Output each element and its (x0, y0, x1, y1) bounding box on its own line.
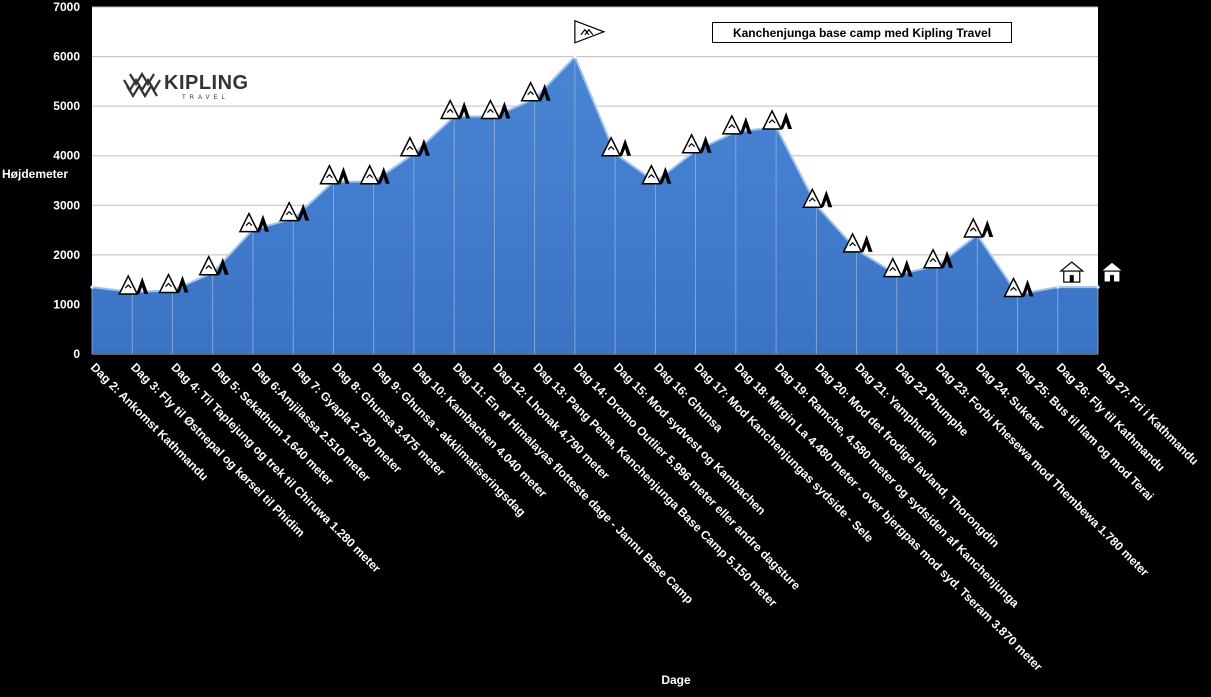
house-icon (1059, 261, 1085, 283)
kipling-logo: KIPLING TRAVEL (122, 70, 248, 106)
tent-icon (198, 255, 229, 276)
tent-icon (721, 114, 752, 135)
kipling-logo-icon (123, 71, 161, 99)
tent-icon (399, 136, 430, 157)
tent-icon (1003, 276, 1034, 298)
y-tick-label: 7000 (53, 0, 80, 14)
tent-icon (238, 211, 269, 233)
tent-icon (842, 232, 873, 253)
x-axis-title: Dage (661, 673, 691, 687)
tent-icon (520, 81, 551, 102)
tent-icon (802, 187, 833, 209)
camp-markers (118, 19, 1125, 298)
y-tick-label: 2000 (53, 248, 80, 262)
y-tick-label: 1000 (53, 297, 80, 311)
tent-icon (359, 164, 390, 185)
y-tick-label: 6000 (53, 50, 80, 64)
tent-icon (761, 109, 793, 130)
summit-flag-icon (573, 19, 606, 58)
chart-title: Kanchenjunga base camp med Kipling Trave… (712, 22, 1012, 43)
tent-icon (922, 248, 954, 269)
tent-icon (681, 133, 712, 154)
tent-icon (480, 98, 511, 120)
y-tick-label: 0 (73, 347, 80, 361)
tent-icon (319, 164, 350, 185)
tent-icon (158, 272, 189, 294)
tent-icon (439, 98, 471, 120)
x-tick-label: Dag 20: Mod det frodige lavland, Thorong… (812, 360, 1002, 550)
x-tick-label: Dag 15: Mod sydvest og Kambachen (611, 360, 768, 517)
y-tick-label: 3000 (53, 198, 80, 212)
tent-icon (278, 200, 310, 222)
y-tick-label: 4000 (53, 149, 80, 163)
data-point (90, 285, 94, 289)
tent-icon (882, 257, 913, 278)
tent-icon (963, 217, 994, 238)
elevation-fill (92, 56, 1098, 354)
house-icon (1099, 261, 1125, 283)
tent-icon (600, 136, 632, 157)
data-point (1096, 285, 1100, 289)
x-tick-label: Dag 22 Phumphe (893, 360, 972, 439)
y-tick-label: 5000 (53, 99, 80, 113)
data-point (1056, 285, 1060, 289)
x-tick-label: Dag 16: Ghunsa (651, 360, 726, 435)
tent-icon (118, 274, 149, 295)
y-axis-title: Højdemeter (2, 167, 68, 181)
tent-icon (641, 164, 672, 185)
x-tick-label: Dag 24: Suketar (973, 360, 1047, 434)
y-axis-ticks: 0 1000 2000 3000 4000 5000 6000 7000 (53, 0, 80, 361)
x-tick-label: Dag 18: Mirgin La 4.480 meter - over bje… (732, 360, 1046, 674)
